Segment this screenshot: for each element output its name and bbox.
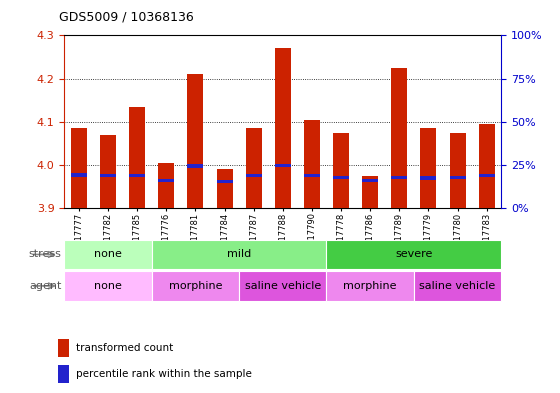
- Bar: [188, 164, 203, 167]
- Text: saline vehicle: saline vehicle: [245, 281, 321, 291]
- Bar: [152, 271, 239, 301]
- Bar: [152, 240, 326, 269]
- Bar: [158, 178, 174, 182]
- Bar: [275, 48, 291, 208]
- Bar: [100, 135, 116, 208]
- Bar: [333, 176, 349, 179]
- Bar: [158, 163, 174, 208]
- Bar: [217, 180, 232, 183]
- Bar: [450, 132, 465, 208]
- Bar: [246, 128, 262, 208]
- Bar: [100, 174, 116, 178]
- Bar: [414, 271, 501, 301]
- Bar: [421, 128, 436, 208]
- Bar: [58, 365, 69, 383]
- Bar: [479, 124, 494, 208]
- Bar: [326, 240, 501, 269]
- Bar: [362, 176, 378, 208]
- Bar: [391, 68, 407, 208]
- Text: none: none: [94, 281, 122, 291]
- Bar: [333, 132, 349, 208]
- Bar: [275, 164, 291, 167]
- Bar: [326, 271, 414, 301]
- Bar: [129, 174, 145, 178]
- Bar: [58, 339, 69, 357]
- Text: morphine: morphine: [169, 281, 222, 291]
- Bar: [129, 107, 145, 208]
- Text: GDS5009 / 10368136: GDS5009 / 10368136: [59, 11, 194, 24]
- Bar: [450, 176, 465, 179]
- Bar: [391, 176, 407, 179]
- Text: none: none: [94, 250, 122, 259]
- Bar: [71, 173, 87, 176]
- Text: transformed count: transformed count: [76, 343, 174, 353]
- Bar: [421, 176, 436, 180]
- Bar: [64, 271, 152, 301]
- Text: stress: stress: [29, 250, 62, 259]
- Bar: [188, 74, 203, 208]
- Bar: [304, 119, 320, 208]
- Text: severe: severe: [395, 250, 432, 259]
- Bar: [71, 128, 87, 208]
- Bar: [362, 178, 378, 182]
- Bar: [479, 174, 494, 178]
- Bar: [217, 169, 232, 208]
- Bar: [304, 174, 320, 178]
- Text: percentile rank within the sample: percentile rank within the sample: [76, 369, 252, 379]
- Text: agent: agent: [29, 281, 62, 291]
- Bar: [64, 240, 152, 269]
- Bar: [246, 174, 262, 178]
- Text: mild: mild: [227, 250, 251, 259]
- Text: morphine: morphine: [343, 281, 397, 291]
- Bar: [239, 271, 326, 301]
- Text: saline vehicle: saline vehicle: [419, 281, 496, 291]
